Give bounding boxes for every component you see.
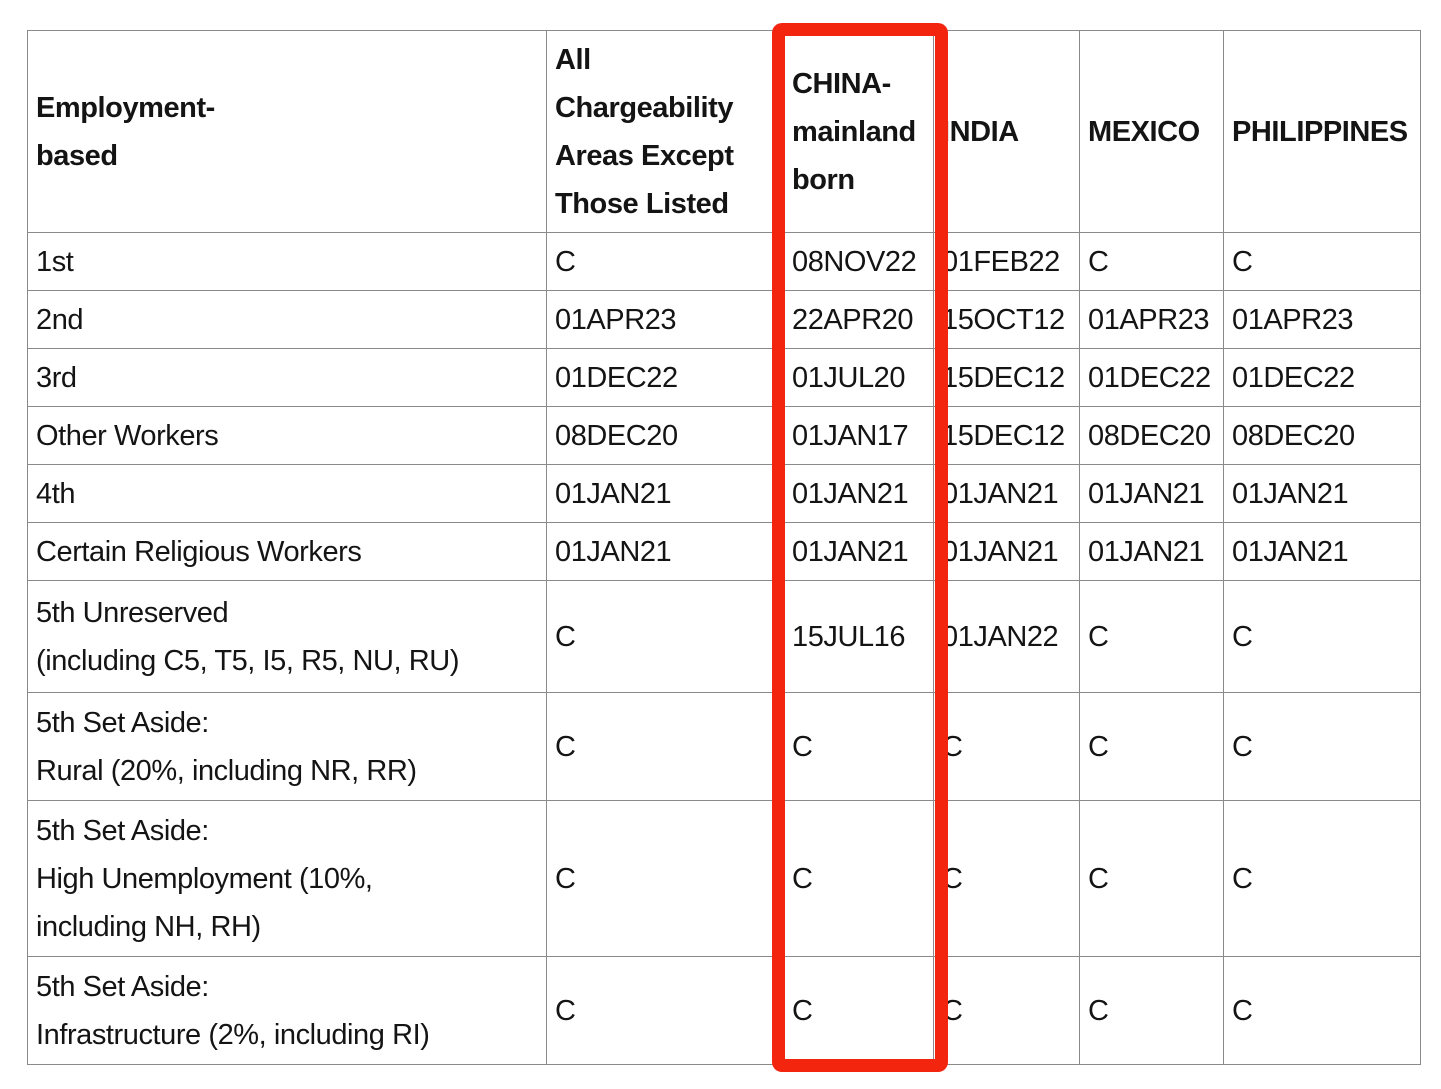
cell-china: 01JAN21 [783,522,934,581]
cell-india: 01JAN22 [933,580,1080,693]
table-row: 5th Unreserved (including C5, T5, I5, R5… [27,580,1421,693]
cell-china: 01JUL20 [783,348,934,407]
table-body: 1st C 08NOV22 01FEB22 C C 2nd 01APR23 22APR20 15O… [27,232,1421,1065]
table-row: 4th 01JAN21 01JAN21 01JAN21 01JAN21 01JAN21 [27,464,1421,523]
visa-bulletin-table-wrapper: Employment- based All Chargeability Areas… [27,30,1421,1065]
cell-mexico: 01DEC22 [1079,348,1224,407]
cell-philippines: C [1223,692,1421,801]
cell-india: C [933,956,1080,1065]
table-header: Employment- based All Chargeability Areas… [27,30,1421,233]
cell-india: C [933,692,1080,801]
cell-all: C [546,580,784,693]
table-row: 5th Set Aside: High Unemployment (10%, i… [27,800,1421,957]
cell-india: 15OCT12 [933,290,1080,349]
header-cell-india: INDIA [933,30,1080,233]
row-label-cell: 5th Set Aside: High Unemployment (10%, i… [27,800,547,957]
table-row: 1st C 08NOV22 01FEB22 C C [27,232,1421,291]
cell-mexico: C [1079,580,1224,693]
cell-philippines: 01DEC22 [1223,348,1421,407]
header-cell-china: CHINA- mainland born [783,30,934,233]
cell-all: 01JAN21 [546,464,784,523]
cell-all: C [546,692,784,801]
table-row: 3rd 01DEC22 01JUL20 15DEC12 01DEC22 01DEC22 [27,348,1421,407]
row-label-cell: 3rd [27,348,547,407]
cell-philippines: 01APR23 [1223,290,1421,349]
cell-philippines: C [1223,232,1421,291]
cell-mexico: C [1079,692,1224,801]
cell-mexico: 01APR23 [1079,290,1224,349]
cell-all: C [546,800,784,957]
cell-india: 01FEB22 [933,232,1080,291]
table-row: 5th Set Aside: Infrastructure (2%, inclu… [27,956,1421,1065]
header-cell-all: All Chargeability Areas Except Those Lis… [546,30,784,233]
cell-china: 08NOV22 [783,232,934,291]
header-row: Employment- based All Chargeability Areas… [27,30,1421,233]
cell-china: 01JAN17 [783,406,934,465]
row-label-cell: Certain Religious Workers [27,522,547,581]
cell-india: 01JAN21 [933,464,1080,523]
cell-philippines: C [1223,580,1421,693]
cell-china: C [783,800,934,957]
cell-philippines: C [1223,800,1421,957]
table-row: Certain Religious Workers 01JAN21 01JAN21 0… [27,522,1421,581]
cell-mexico: 08DEC20 [1079,406,1224,465]
cell-mexico: 01JAN21 [1079,464,1224,523]
cell-china: C [783,692,934,801]
row-label-cell: 5th Unreserved (including C5, T5, I5, R5… [27,580,547,693]
row-label-cell: 1st [27,232,547,291]
cell-all: 08DEC20 [546,406,784,465]
header-cell-philippines: PHILIPPINES [1223,30,1421,233]
cell-china: 15JUL16 [783,580,934,693]
cell-mexico: C [1079,232,1224,291]
cell-china: C [783,956,934,1065]
cell-mexico: 01JAN21 [1079,522,1224,581]
cell-philippines: 01JAN21 [1223,522,1421,581]
table-row: Other Workers 08DEC20 01JAN17 15DEC12 08DEC2… [27,406,1421,465]
row-label-cell: 5th Set Aside: Infrastructure (2%, inclu… [27,956,547,1065]
cell-philippines: 08DEC20 [1223,406,1421,465]
cell-mexico: C [1079,956,1224,1065]
table-row: 2nd 01APR23 22APR20 15OCT12 01APR23 01APR23 [27,290,1421,349]
employment-based-visa-table: Employment- based All Chargeability Areas… [27,30,1421,1065]
row-label-cell: 2nd [27,290,547,349]
cell-mexico: C [1079,800,1224,957]
cell-all: 01DEC22 [546,348,784,407]
cell-all: C [546,956,784,1065]
row-label-cell: 5th Set Aside: Rural (20%, including NR,… [27,692,547,801]
cell-india: C [933,800,1080,957]
row-label-cell: Other Workers [27,406,547,465]
header-cell-mexico: MEXICO [1079,30,1224,233]
header-cell-category: Employment- based [27,30,547,233]
cell-china: 22APR20 [783,290,934,349]
cell-india: 15DEC12 [933,406,1080,465]
cell-china: 01JAN21 [783,464,934,523]
cell-india: 01JAN21 [933,522,1080,581]
cell-all: 01APR23 [546,290,784,349]
cell-all: C [546,232,784,291]
table-row: 5th Set Aside: Rural (20%, including NR,… [27,692,1421,801]
row-label-cell: 4th [27,464,547,523]
cell-all: 01JAN21 [546,522,784,581]
cell-philippines: 01JAN21 [1223,464,1421,523]
cell-india: 15DEC12 [933,348,1080,407]
cell-philippines: C [1223,956,1421,1065]
